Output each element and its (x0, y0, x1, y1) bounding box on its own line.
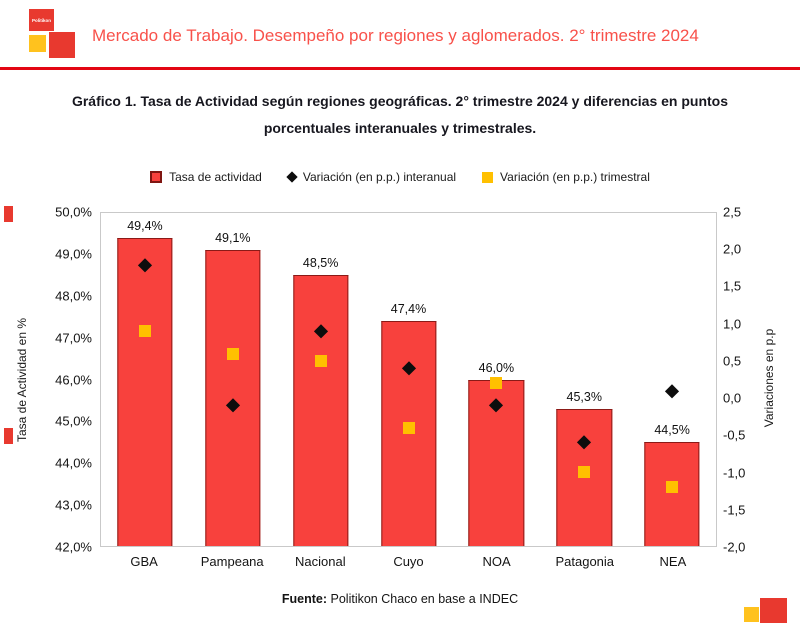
x-axis-label-patagonia: Patagonia (555, 554, 615, 569)
bar-pampeana (205, 250, 261, 546)
trimestral-marker (138, 325, 151, 338)
logo-brand-text: Politikon (32, 17, 51, 23)
left-axis-tick-label: 42,0% (55, 539, 92, 555)
bar-value-label: 49,4% (127, 218, 163, 233)
bar-value-label: 46,0% (478, 360, 515, 375)
bar-gba (117, 237, 173, 546)
left-margin-mark (4, 206, 13, 222)
bar-nea (644, 441, 700, 546)
right-axis-tick-label: 0,5 (723, 353, 742, 369)
chart-column-cuyo: 47,4% (365, 213, 453, 546)
x-axis-label-nacional: Nacional (295, 554, 346, 569)
chart-column-patagonia: 45,3% (540, 213, 628, 546)
chart-title: Gráfico 1. Tasa de Actividad según regio… (0, 88, 800, 142)
left-axis-tick-label: 44,0% (55, 455, 92, 471)
legend-item-tasa: Tasa de actividad (150, 170, 262, 184)
right-axis-tick-label: -0,5 (723, 427, 746, 443)
interanual-marker (665, 383, 679, 398)
left-margin-mark (4, 428, 13, 444)
x-axis-label-noa: NOA (482, 554, 511, 569)
right-axis-ticks: 2,5 2,0 1,5 1,0 0,5 0,0 -0,5 -1,0 -1,5 -2,0 (723, 205, 767, 555)
right-axis-tick-label: -1,5 (723, 502, 746, 518)
bar-value-label: 47,4% (390, 302, 427, 317)
left-axis-tick-label: 49,0% (55, 246, 92, 262)
chart-column-noa: 46,0% (452, 213, 540, 546)
legend-item-interanual: Variación (en p.p.) interanual (286, 170, 457, 184)
bar-value-label: 45,3% (566, 389, 602, 404)
x-axis-label-gba: GBA (130, 554, 158, 569)
trimestral-marker (578, 466, 591, 478)
chart-column-nacional: 48,5% (277, 213, 365, 546)
logo-red-square-icon: Politikon (29, 9, 54, 31)
trimestral-marker (490, 377, 503, 390)
trimestral-marker (666, 480, 679, 493)
right-axis-tick-label: 1,5 (723, 278, 742, 294)
diamond-series-marker-icon (286, 171, 298, 183)
x-axis-label-nea: NEA (659, 554, 687, 569)
source-text: Politikon Chaco en base a INDEC (330, 592, 519, 606)
x-axis-labels: GBA Pampeana Nacional Cuyo NOA Patagonia NEA (100, 554, 717, 569)
x-axis-label-pampeana: Pampeana (200, 554, 264, 569)
trimestral-marker (402, 421, 415, 434)
logo-red-square-icon (760, 598, 787, 623)
chart-column-pampeana: 49,1% (189, 213, 277, 546)
left-axis-tick-label: 48,0% (55, 288, 92, 304)
trimestral-marker (226, 347, 239, 360)
politikon-logo-footer (742, 597, 794, 623)
trimestral-marker (314, 354, 327, 367)
square-series-marker-icon (482, 171, 494, 183)
left-axis-title: Tasa de Actividad en % (15, 317, 29, 443)
legend-label: Variación (en p.p.) interanual (302, 170, 457, 184)
report-title: Mercado de Trabajo. Desempeño por region… (92, 26, 699, 45)
plot-area: 49,4% 49,1% 48,5% 47,4% 46,0% 45,3% 44,5% (100, 212, 717, 547)
chart-title-line1: Gráfico 1. Tasa de Actividad según regio… (71, 93, 729, 109)
bar-series-marker-icon (150, 171, 163, 183)
bar-cuyo (380, 321, 437, 546)
right-axis-tick-label: 2,0 (723, 241, 742, 257)
chart-legend: Tasa de actividad Variación (en p.p.) in… (0, 170, 800, 184)
left-axis-tick-label: 47,0% (55, 330, 92, 346)
chart-title-line2: porcentuales interanuales y trimestrales… (263, 120, 537, 136)
left-axis-tick-label: 46,0% (55, 372, 92, 387)
chart-column-gba: 49,4% (101, 213, 189, 546)
legend-label: Tasa de actividad (169, 170, 262, 184)
logo-yellow-square-icon (29, 35, 46, 52)
chart-column-nea: 44,5% (628, 213, 716, 546)
source-label: Fuente: (281, 592, 328, 606)
left-axis-tick-label: 50,0% (55, 204, 92, 220)
left-axis-tick-label: 45,0% (55, 413, 92, 429)
legend-item-trimestral: Variación (en p.p.) trimestral (482, 170, 650, 184)
left-axis-tick-label: 43,0% (55, 497, 92, 513)
legend-label: Variación (en p.p.) trimestral (500, 170, 650, 184)
right-axis-tick-label: -2,0 (723, 539, 746, 555)
bar-value-label: 48,5% (302, 256, 339, 271)
bar-nacional (292, 275, 349, 546)
right-axis-tick-label: 2,5 (723, 204, 742, 220)
bar-value-label: 49,1% (215, 231, 251, 246)
bar-value-label: 44,5% (654, 422, 690, 437)
x-axis-label-cuyo: Cuyo (393, 554, 424, 569)
logo-red-square-icon (49, 32, 75, 58)
source-note: Fuente: Politikon Chaco en base a INDEC (0, 592, 800, 606)
right-axis-tick-label: -1,0 (723, 465, 746, 481)
right-axis-tick-label: 0,0 (723, 390, 742, 406)
left-axis-ticks: 50,0% 49,0% 48,0% 47,0% 46,0% 45,0% 44,0% 43,0%… (34, 205, 92, 555)
politikon-logo: Politikon (29, 9, 83, 59)
right-axis-tick-label: 1,0 (723, 316, 742, 332)
logo-yellow-square-icon (744, 607, 759, 622)
plot-columns: 49,4% 49,1% 48,5% 47,4% 46,0% 45,3% 44,5% (101, 213, 716, 546)
header-divider (0, 67, 800, 70)
